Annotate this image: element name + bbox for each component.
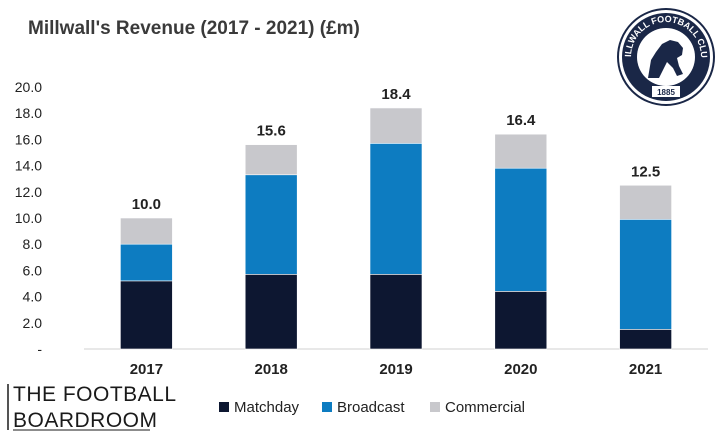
x-tick-2021: 2021 [629,361,662,378]
x-axis-labels: 2017 2018 2019 2020 2021 [130,361,663,378]
brand-line-2: BOARDROOM [13,409,158,432]
bar-commercial-2018 [244,144,298,176]
bar-broadcast-2019 [369,143,423,275]
chart-title: Millwall's Revenue (2017 - 2021) (£m) [28,18,360,39]
y-tick-label: 4.0 [23,289,43,305]
bar-matchday-2019 [369,274,423,350]
total-label-2018: 15.6 [257,123,286,140]
bar-commercial-2020 [494,133,548,169]
total-label-2020: 16.4 [506,112,536,129]
totals-group: 10.0 15.6 18.4 16.4 12.5 [132,86,660,213]
legend-label-commercial: Commercial [445,399,525,416]
total-label-2019: 18.4 [381,86,411,103]
legend-swatch-commercial [430,402,440,412]
y-axis: - 2.0 4.0 6.0 8.0 10.0 12.0 14.0 16.0 18.0 20.0 [15,79,43,357]
y-tick-label: 6.0 [23,262,43,278]
legend-swatch-broadcast [322,402,332,412]
y-tick-label: 20.0 [15,79,42,95]
legend: Matchday Broadcast Commercial [219,399,525,416]
x-tick-2017: 2017 [130,361,163,378]
brand-line-1: THE FOOTBALL [13,383,177,406]
legend-label-matchday: Matchday [234,399,300,416]
bar-matchday-2018 [244,274,298,350]
bar-commercial-2017 [120,217,173,245]
y-tick-label: 2.0 [23,315,43,331]
bar-matchday-2020 [494,291,548,350]
y-tick-label: 8.0 [23,236,43,252]
bar-broadcast-2020 [494,167,548,292]
x-tick-2020: 2020 [504,361,537,378]
y-tick-label: 10.0 [15,210,42,226]
y-tick-label: 16.0 [15,131,42,147]
total-label-2017: 10.0 [132,196,161,213]
x-tick-2018: 2018 [255,361,288,378]
football-boardroom-logo: THE FOOTBALL BOARDROOM [7,383,177,432]
bar-broadcast-2017 [120,243,173,282]
y-tick-label: 14.0 [15,158,42,174]
bar-broadcast-2021 [619,219,672,330]
y-tick-label: - [37,341,42,357]
crest-year-plate [652,86,680,97]
bar-matchday-2017 [120,280,173,350]
legend-swatch-matchday [219,402,229,412]
bars-group [120,107,672,350]
bar-matchday-2021 [619,329,672,350]
total-label-2021: 12.5 [631,163,660,180]
bar-commercial-2021 [619,184,672,220]
x-tick-2019: 2019 [379,361,412,378]
millwall-crest-icon: MILLWALL FOOTBALL CLUB 1885 [0,0,715,106]
legend-label-broadcast: Broadcast [337,399,405,416]
y-tick-label: 12.0 [15,184,42,200]
lion-icon [648,40,683,78]
y-tick-label: 18.0 [15,105,42,121]
bar-commercial-2019 [369,107,423,144]
bar-broadcast-2018 [244,174,298,275]
crest-year: 1885 [657,88,675,97]
